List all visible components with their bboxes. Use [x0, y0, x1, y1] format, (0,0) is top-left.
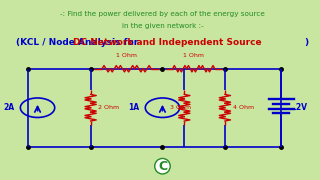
Text: -: Find the power delivered by each of the energy source: -: Find the power delivered by each of t…	[60, 11, 265, 17]
Text: 1 Ohm: 1 Ohm	[116, 53, 137, 58]
Text: C: C	[158, 160, 167, 173]
Text: 1 Ohm: 1 Ohm	[183, 53, 204, 58]
Text: DC Network and Independent Source: DC Network and Independent Source	[74, 38, 262, 47]
Text: in the given network :-: in the given network :-	[122, 23, 203, 29]
Text: .2V: .2V	[294, 103, 308, 112]
Text: 2A: 2A	[3, 103, 14, 112]
Text: (KCL / Node Analysis for: (KCL / Node Analysis for	[16, 38, 141, 47]
Text: 3 Ohm: 3 Ohm	[170, 105, 191, 110]
Text: 2 Ohm: 2 Ohm	[99, 105, 120, 110]
Text: ): )	[305, 38, 309, 47]
Text: 1A: 1A	[128, 103, 139, 112]
Text: 4 Ohm: 4 Ohm	[233, 105, 254, 110]
